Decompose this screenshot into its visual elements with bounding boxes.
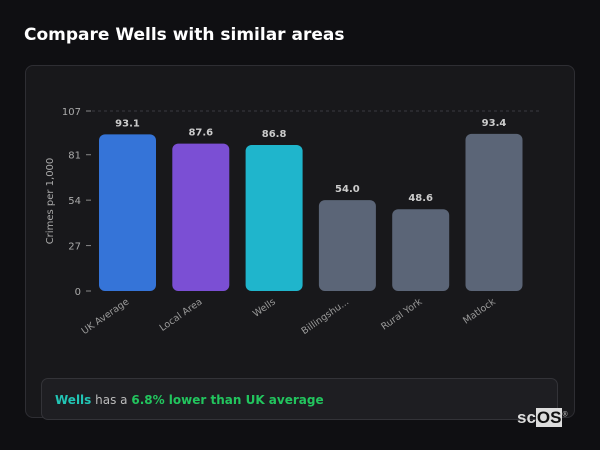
bar-value-label: 54.0 [335,184,360,195]
bar [318,200,376,291]
bar [392,209,450,291]
bar-value-label: 93.1 [115,118,140,129]
bar-value-label: 48.6 [408,193,433,204]
x-tick-label: Billingshu... [300,296,352,337]
x-tick-label: Wells [251,296,278,319]
bar [99,134,156,291]
y-tick-label: 0 [75,287,81,298]
x-tick-label: Rural York [379,296,424,332]
insight-banner: Wells has a 6.8% lower than UK average [41,378,558,420]
x-tick-label: UK Average [80,296,132,337]
bar-value-label: 86.8 [262,129,287,140]
bar [245,144,303,291]
insight-difference: 6.8% lower than UK average [131,393,324,407]
page-title: Compare Wells with similar areas [24,25,345,45]
y-axis-label: Crimes per 1,000 [45,158,56,245]
x-tick-label: Local Area [158,296,205,333]
y-tick-label: 81 [68,151,81,162]
insight-area: Wells [55,393,92,407]
y-tick-label: 107 [62,107,81,118]
y-tick-label: 27 [68,242,81,253]
y-tick-label: 54 [68,196,81,207]
bar-value-label: 87.6 [188,128,213,139]
bar [465,133,523,291]
bar [172,143,230,291]
scos-logo: scOS® [517,408,568,427]
insight-text: has a [91,393,132,407]
bar-value-label: 93.4 [482,118,507,129]
x-tick-label: Matlock [461,296,498,326]
